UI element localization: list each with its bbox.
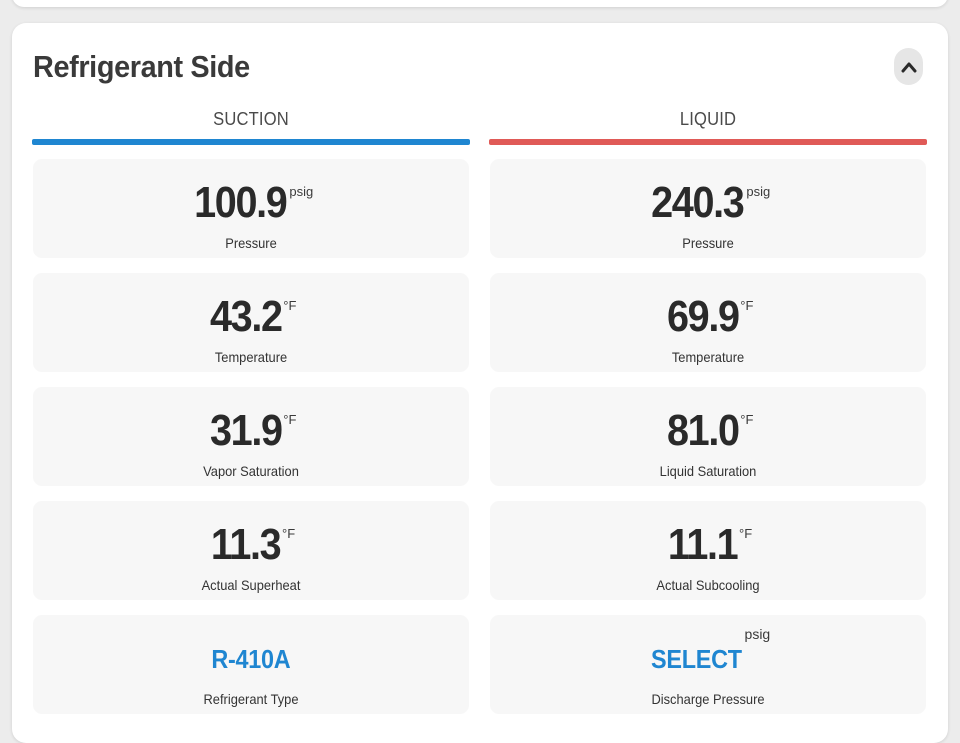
vapor-saturation-label: Vapor Saturation: [203, 463, 299, 479]
liquid-pressure-tile[interactable]: 240.3 psig Pressure: [490, 159, 926, 258]
liquid-temperature-label: Temperature: [671, 349, 745, 365]
panel-title: Refrigerant Side: [33, 49, 250, 84]
liquid-saturation-tile[interactable]: 81.0 °F Liquid Saturation: [490, 387, 926, 486]
liquid-pressure-unit: psig: [746, 184, 771, 199]
liquid-pressure-label: Pressure: [682, 235, 734, 251]
suction-column: SUCTION 100.9 psig Pressure 43.2 °F Temper…: [32, 109, 470, 714]
refrigerant-side-panel: Refrigerant Side SUCTION 100.9 psig Press…: [12, 23, 948, 743]
vapor-saturation-unit: °F: [283, 412, 297, 427]
liquid-temperature-value: 69.9: [666, 292, 740, 341]
vapor-saturation-tile[interactable]: 31.9 °F Vapor Saturation: [33, 387, 469, 486]
liquid-temperature-unit: °F: [740, 298, 754, 313]
actual-superheat-value: 11.3: [210, 520, 282, 569]
suction-temperature-label: Temperature: [214, 349, 288, 365]
liquid-temperature-tile[interactable]: 69.9 °F Temperature: [490, 273, 926, 372]
suction-pressure-tile[interactable]: 100.9 psig Pressure: [33, 159, 469, 258]
previous-card: [12, 0, 948, 7]
suction-temperature-tile[interactable]: 43.2 °F Temperature: [33, 273, 469, 372]
liquid-header: LIQUID: [679, 109, 737, 129]
suction-pressure-label: Pressure: [225, 235, 277, 251]
refrigerant-type-value[interactable]: R-410A: [211, 644, 291, 674]
actual-subcooling-tile[interactable]: 11.1 °F Actual Subcooling: [490, 501, 926, 600]
suction-temperature-unit: °F: [283, 298, 297, 313]
discharge-pressure-unit: psig: [744, 626, 771, 642]
liquid-saturation-unit: °F: [740, 412, 754, 427]
chevron-up-icon: [901, 62, 916, 72]
collapse-button[interactable]: [894, 48, 923, 85]
refrigerant-type-tile[interactable]: R-410A Refrigerant Type: [33, 615, 469, 714]
actual-subcooling-value: 11.1: [667, 520, 739, 569]
liquid-bar: [489, 139, 927, 145]
actual-superheat-tile[interactable]: 11.3 °F Actual Superheat: [33, 501, 469, 600]
suction-pressure-unit: psig: [289, 184, 314, 199]
suction-temperature-value: 43.2: [209, 292, 283, 341]
liquid-saturation-value: 81.0: [666, 406, 740, 455]
liquid-saturation-label: Liquid Saturation: [659, 463, 757, 479]
liquid-column: LIQUID 240.3 psig Pressure 69.9 °F Tempera…: [489, 109, 927, 714]
suction-pressure-value: 100.9: [193, 178, 288, 227]
vapor-saturation-value: 31.9: [209, 406, 283, 455]
discharge-pressure-tile[interactable]: SELECTpsig Discharge Pressure: [490, 615, 926, 714]
discharge-pressure-select[interactable]: SELECT: [650, 644, 742, 674]
suction-header: SUCTION: [213, 109, 289, 129]
actual-superheat-label: Actual Superheat: [201, 577, 301, 593]
discharge-pressure-label: Discharge Pressure: [651, 691, 765, 707]
liquid-pressure-value: 240.3: [650, 178, 745, 227]
refrigerant-type-label: Refrigerant Type: [203, 691, 299, 707]
actual-superheat-unit: °F: [282, 526, 296, 541]
actual-subcooling-label: Actual Subcooling: [656, 577, 760, 593]
actual-subcooling-unit: °F: [739, 526, 753, 541]
suction-bar: [32, 139, 470, 145]
